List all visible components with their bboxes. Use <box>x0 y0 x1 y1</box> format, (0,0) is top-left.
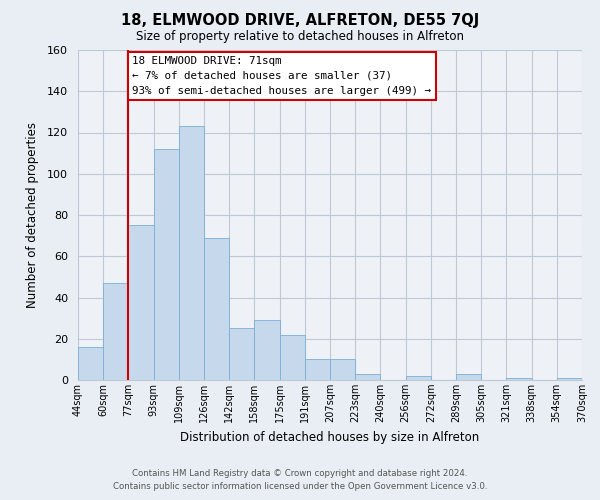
Y-axis label: Number of detached properties: Number of detached properties <box>26 122 39 308</box>
Bar <box>78 347 103 380</box>
Text: 18, ELMWOOD DRIVE, ALFRETON, DE55 7QJ: 18, ELMWOOD DRIVE, ALFRETON, DE55 7QJ <box>121 12 479 28</box>
Bar <box>456 374 481 380</box>
Bar <box>305 360 330 380</box>
Bar <box>355 374 380 380</box>
Text: Size of property relative to detached houses in Alfreton: Size of property relative to detached ho… <box>136 30 464 43</box>
Bar <box>229 328 254 380</box>
Bar <box>506 378 532 380</box>
Bar <box>254 320 280 380</box>
X-axis label: Distribution of detached houses by size in Alfreton: Distribution of detached houses by size … <box>181 430 479 444</box>
Text: 18 ELMWOOD DRIVE: 71sqm
← 7% of detached houses are smaller (37)
93% of semi-det: 18 ELMWOOD DRIVE: 71sqm ← 7% of detached… <box>132 56 431 96</box>
Bar <box>557 378 582 380</box>
Text: Contains HM Land Registry data © Crown copyright and database right 2024.
Contai: Contains HM Land Registry data © Crown c… <box>113 469 487 491</box>
Bar <box>179 126 204 380</box>
Bar <box>103 283 128 380</box>
Bar <box>330 360 355 380</box>
Bar <box>128 226 154 380</box>
Bar <box>280 334 305 380</box>
Bar <box>406 376 431 380</box>
Bar <box>154 149 179 380</box>
Bar <box>204 238 229 380</box>
